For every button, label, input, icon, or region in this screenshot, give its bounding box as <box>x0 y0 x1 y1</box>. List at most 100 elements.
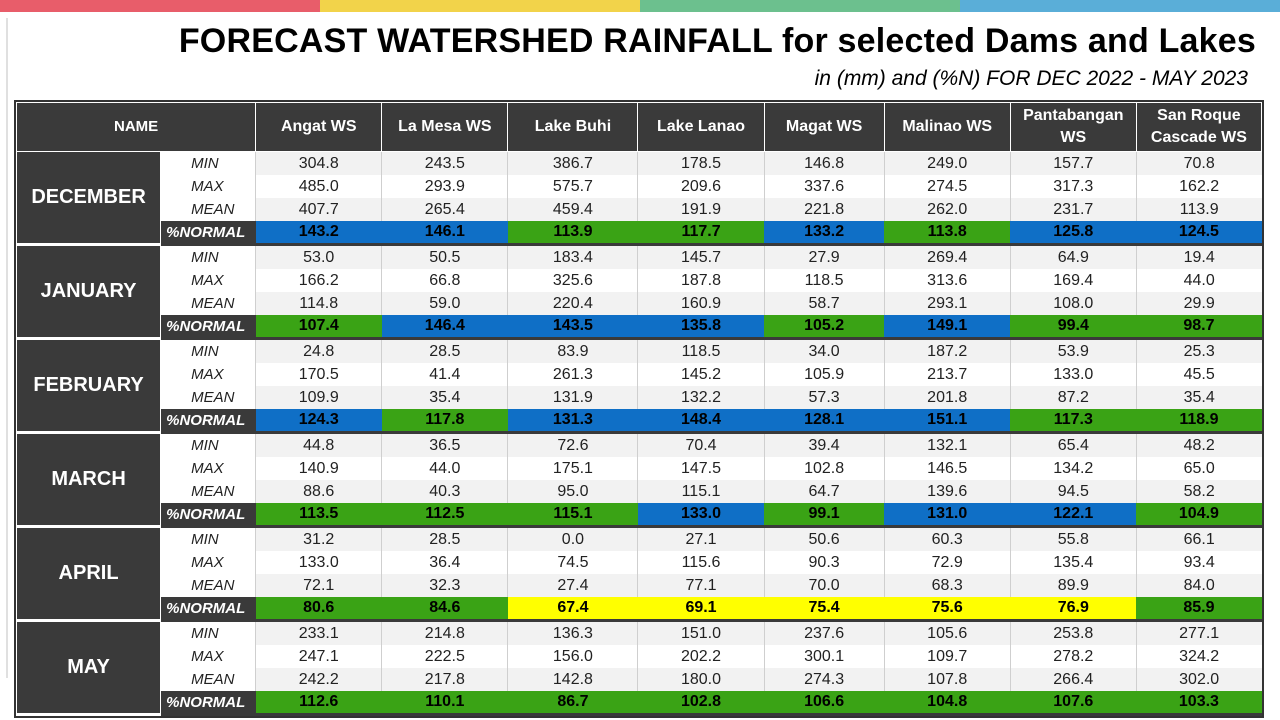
month-label: FEBRUARY <box>15 338 162 434</box>
percent-normal-cell: 112.6 <box>255 691 382 716</box>
max-row: MAX 133.0 36.4 74.5 115.6 90.3 72.9 135.4 93.4 <box>17 551 1262 574</box>
metric-label: MAX <box>160 457 256 480</box>
normal-row: %NORMAL 113.5 112.5 115.1 133.0 99.1 131.0 122.… <box>17 503 1262 528</box>
value-cell: 35.4 <box>381 386 508 409</box>
value-cell: 169.4 <box>1009 269 1137 292</box>
value-cell: 274.3 <box>763 668 885 691</box>
value-cell: 180.0 <box>637 668 765 691</box>
percent-normal-cell: 110.1 <box>381 691 508 716</box>
metric-label: MIN <box>160 151 256 175</box>
value-cell: 191.9 <box>637 198 765 221</box>
metric-label: MAX <box>160 269 256 292</box>
value-cell: 337.6 <box>763 175 885 198</box>
percent-normal-cell: 117.3 <box>1010 409 1137 434</box>
value-cell: 233.1 <box>255 620 382 645</box>
value-cell: 242.2 <box>255 668 382 691</box>
metric-label: MIN <box>160 526 256 551</box>
value-cell: 231.7 <box>1009 198 1137 221</box>
value-cell: 142.8 <box>507 668 638 691</box>
value-cell: 131.9 <box>507 386 638 409</box>
column-header-angat: Angat WS <box>255 102 383 152</box>
column-header-pantabangan: Pantabangan WS <box>1009 102 1137 152</box>
value-cell: 70.4 <box>637 432 765 457</box>
value-cell: 44.0 <box>1135 269 1262 292</box>
value-cell: 64.7 <box>763 480 885 503</box>
value-cell: 72.9 <box>883 551 1011 574</box>
normal-row: %NORMAL 80.6 84.6 67.4 69.1 75.4 75.6 76.9 85.9 <box>17 597 1262 622</box>
column-header-lake-buhi: Lake Buhi <box>507 102 639 152</box>
value-cell: 53.9 <box>1009 338 1137 363</box>
percent-normal-cell: 75.6 <box>884 597 1011 622</box>
percent-normal-cell: 112.5 <box>381 503 508 528</box>
max-row: MAX 247.1 222.5 156.0 202.2 300.1 109.7 278.2 32… <box>17 645 1262 668</box>
percent-normal-cell: 84.6 <box>381 597 508 622</box>
column-header-lake-lanao: Lake Lanao <box>637 102 765 152</box>
metric-label: MAX <box>160 551 256 574</box>
value-cell: 202.2 <box>637 645 765 668</box>
percent-normal-cell: 85.9 <box>1136 597 1262 622</box>
metric-label: MAX <box>160 175 256 198</box>
value-cell: 84.0 <box>1135 574 1262 597</box>
value-cell: 386.7 <box>507 151 638 175</box>
value-cell: 300.1 <box>763 645 885 668</box>
value-cell: 50.5 <box>381 244 508 269</box>
percent-normal-cell: 76.9 <box>1010 597 1137 622</box>
min-row: MARCH MIN 44.8 36.5 72.6 70.4 39.4 132.1 65.4 48.… <box>15 432 1262 528</box>
percent-normal-cell: 117.7 <box>637 221 765 246</box>
mean-row: MEAN 114.8 59.0 220.4 160.9 58.7 293.1 108.0 29.… <box>17 292 1262 315</box>
top-bar-red <box>0 0 320 12</box>
value-cell: 134.2 <box>1009 457 1137 480</box>
value-cell: 187.2 <box>883 338 1011 363</box>
value-cell: 187.8 <box>637 269 765 292</box>
column-header-san-roque: San Roque Cascade WS <box>1135 102 1263 152</box>
value-cell: 87.2 <box>1009 386 1137 409</box>
percent-normal-cell: 151.1 <box>884 409 1011 434</box>
percent-normal-cell: 115.1 <box>507 503 638 528</box>
percent-normal-cell: 133.2 <box>764 221 885 246</box>
mean-row: MEAN 109.9 35.4 131.9 132.2 57.3 201.8 87.2 35.4 <box>17 386 1262 409</box>
value-cell: 115.6 <box>637 551 765 574</box>
month-label: MAY <box>15 620 162 716</box>
value-cell: 262.0 <box>883 198 1011 221</box>
value-cell: 113.9 <box>1135 198 1262 221</box>
value-cell: 217.8 <box>381 668 508 691</box>
value-cell: 72.1 <box>255 574 382 597</box>
percent-normal-cell: 125.8 <box>1010 221 1137 246</box>
value-cell: 485.0 <box>255 175 382 198</box>
header-row: NAME Angat WS La Mesa WS Lake Buhi Lake … <box>15 102 1263 152</box>
value-cell: 178.5 <box>637 151 765 175</box>
value-cell: 25.3 <box>1135 338 1262 363</box>
percent-normal-cell: 146.1 <box>381 221 508 246</box>
value-cell: 269.4 <box>883 244 1011 269</box>
value-cell: 293.1 <box>883 292 1011 315</box>
value-cell: 183.4 <box>507 244 638 269</box>
value-cell: 209.6 <box>637 175 765 198</box>
percent-normal-cell: 128.1 <box>764 409 885 434</box>
percent-normal-cell: 143.5 <box>507 315 638 340</box>
value-cell: 136.3 <box>507 620 638 645</box>
value-cell: 40.3 <box>381 480 508 503</box>
value-cell: 313.6 <box>883 269 1011 292</box>
metric-label: %NORMAL <box>160 409 256 434</box>
value-cell: 575.7 <box>507 175 638 198</box>
value-cell: 243.5 <box>381 151 508 175</box>
month-label: DECEMBER <box>15 151 162 246</box>
value-cell: 58.2 <box>1135 480 1262 503</box>
value-cell: 201.8 <box>883 386 1011 409</box>
value-cell: 266.4 <box>1009 668 1137 691</box>
value-cell: 237.6 <box>763 620 885 645</box>
value-cell: 459.4 <box>507 198 638 221</box>
value-cell: 140.9 <box>255 457 382 480</box>
percent-normal-cell: 124.3 <box>255 409 382 434</box>
value-cell: 145.2 <box>637 363 765 386</box>
percent-normal-cell: 86.7 <box>507 691 638 716</box>
value-cell: 108.0 <box>1009 292 1137 315</box>
value-cell: 32.3 <box>381 574 508 597</box>
value-cell: 95.0 <box>507 480 638 503</box>
value-cell: 160.9 <box>637 292 765 315</box>
max-row: MAX 166.2 66.8 325.6 187.8 118.5 313.6 169.4 44.… <box>17 269 1262 292</box>
metric-label: MEAN <box>160 198 256 221</box>
column-header-la-mesa: La Mesa WS <box>381 102 509 152</box>
percent-normal-cell: 98.7 <box>1136 315 1262 340</box>
value-cell: 34.0 <box>763 338 885 363</box>
